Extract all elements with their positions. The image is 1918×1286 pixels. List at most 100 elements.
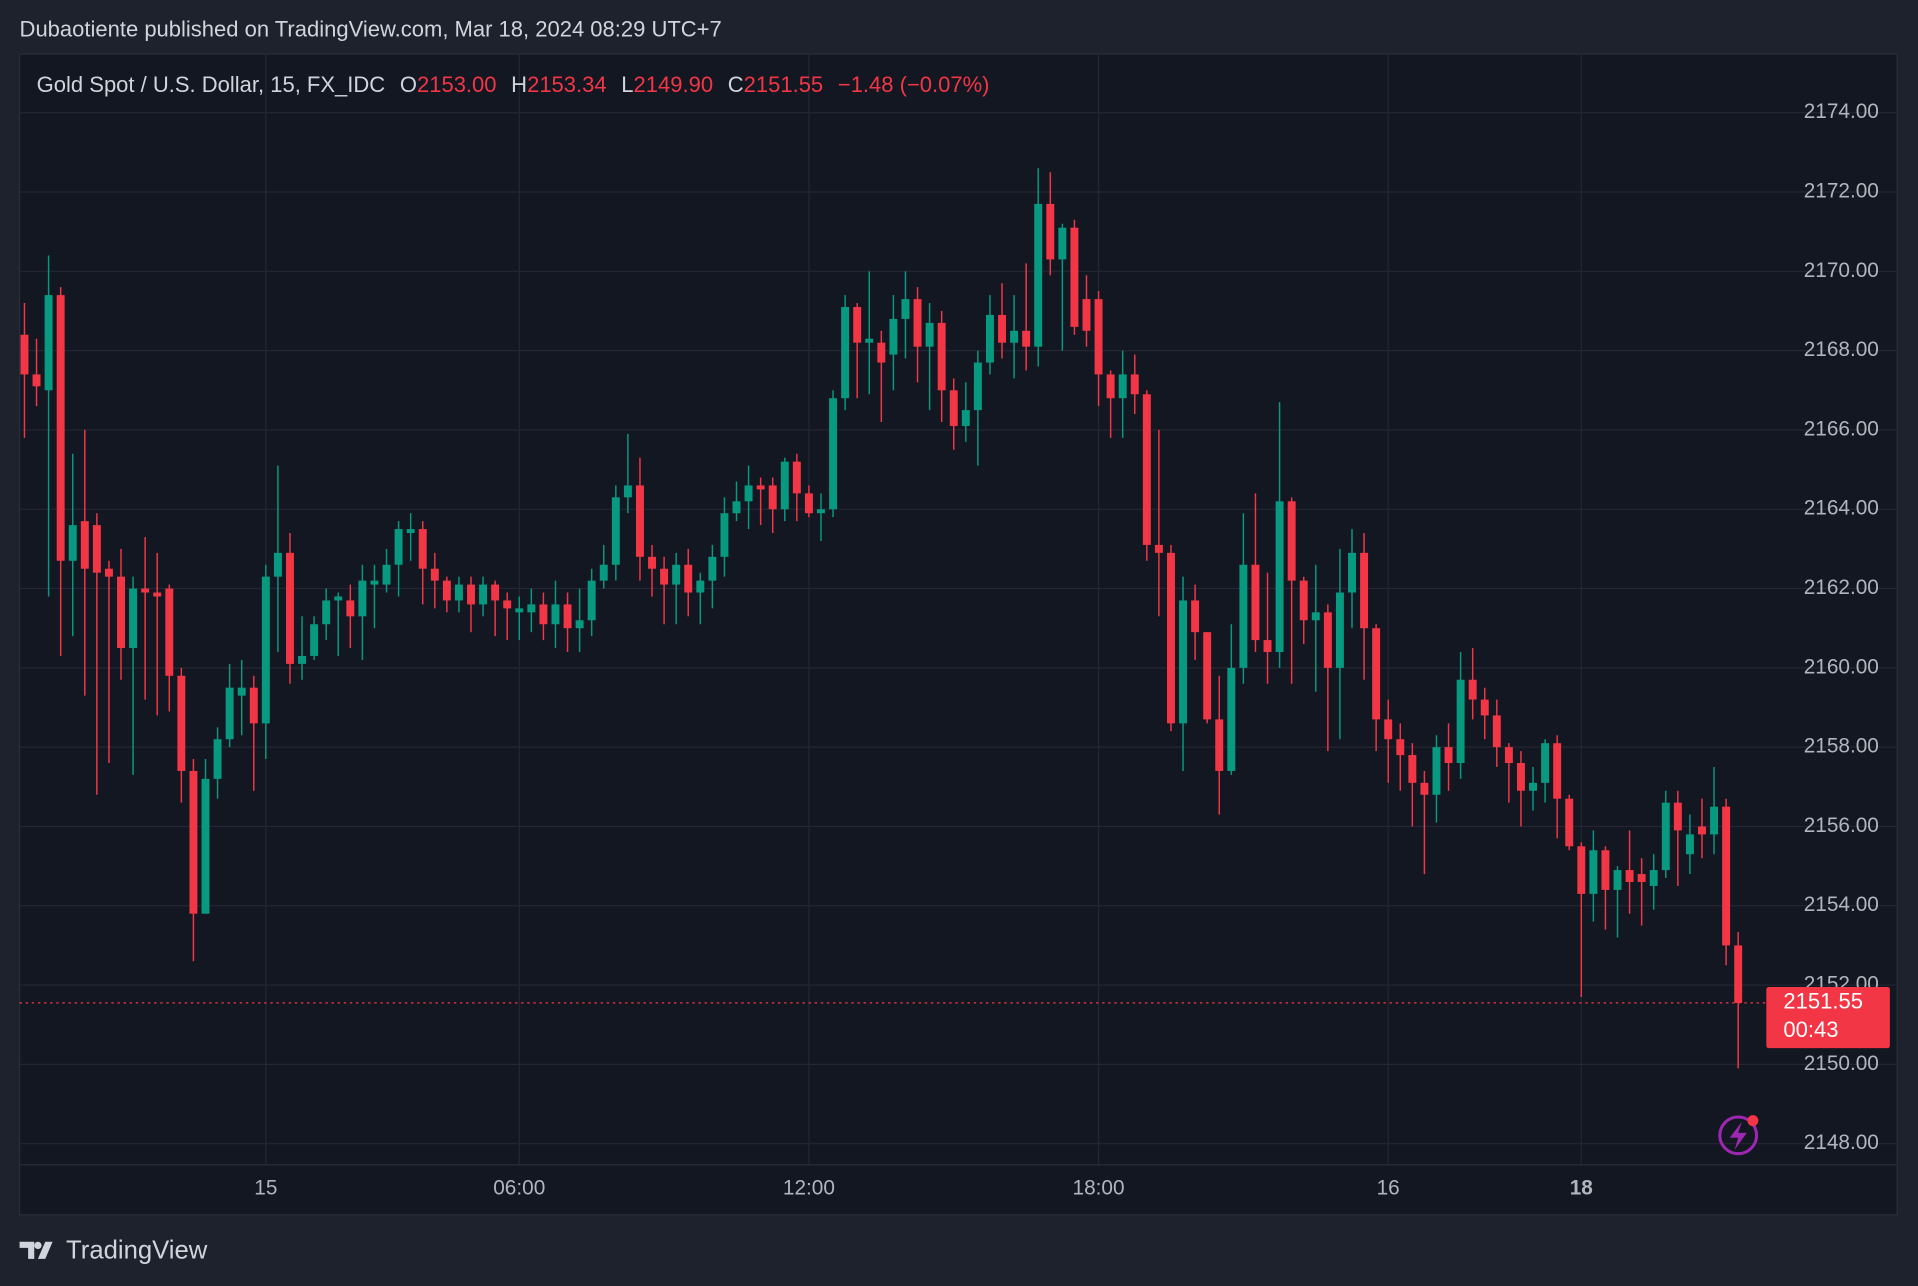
- candle-body: [225, 687, 234, 740]
- candle-body: [117, 576, 125, 649]
- candle-body: [129, 588, 138, 649]
- lightning-bolt[interactable]: [1729, 1121, 1747, 1151]
- y-tick-label: 2172.00: [1804, 179, 1879, 202]
- candle-body: [1613, 870, 1622, 890]
- candle-body: [80, 521, 89, 569]
- candle-body: [817, 509, 825, 514]
- candle-body: [1456, 679, 1465, 764]
- lightning-ring[interactable]: [1718, 1115, 1759, 1156]
- candle-body: [1070, 227, 1079, 327]
- candle-body: [20, 334, 29, 375]
- candle-body: [1287, 501, 1296, 581]
- candle-body: [1130, 374, 1139, 395]
- candle-body: [1191, 600, 1200, 633]
- y-tick-label: 2154.00: [1804, 893, 1879, 916]
- candle-body: [1323, 612, 1332, 668]
- chart-header: Gold Spot / U.S. Dollar, 15, FX_IDC O2153…: [37, 72, 990, 97]
- candle-body: [1432, 747, 1441, 795]
- candle-body: [1541, 743, 1550, 783]
- candle-body: [382, 564, 391, 585]
- candle-body: [1673, 802, 1682, 831]
- high-value: 2153.34: [527, 72, 607, 97]
- candle-body: [1227, 667, 1236, 771]
- candle-body: [756, 485, 765, 490]
- candle-body: [1034, 203, 1043, 347]
- candle-body: [370, 580, 379, 585]
- candle-body: [92, 525, 101, 573]
- candle-body: [1275, 501, 1284, 652]
- notification-dot[interactable]: [1747, 1115, 1759, 1127]
- symbol: Gold Spot / U.S. Dollar, 15, FX_IDC: [37, 72, 386, 97]
- candle-body: [623, 485, 632, 498]
- candle-body: [491, 584, 500, 601]
- y-tick-label: 2148.00: [1804, 1131, 1879, 1154]
- x-tick-label: 12:00: [783, 1177, 835, 1200]
- candle-body: [237, 687, 246, 696]
- candle-body: [1468, 679, 1477, 700]
- candle-body: [1311, 612, 1320, 621]
- close-value: 2151.55: [744, 72, 824, 97]
- candle-body: [925, 322, 934, 347]
- y-tick-label: 2168.00: [1804, 338, 1879, 361]
- candle-body: [1444, 747, 1453, 764]
- candle-body: [1529, 782, 1537, 791]
- candle-body: [1372, 628, 1381, 720]
- y-tick-label: 2156.00: [1804, 814, 1879, 837]
- candle-body: [865, 338, 874, 343]
- candle-body: [1058, 227, 1067, 260]
- price-axis: 2148.002150.002152.002154.002156.002158.…: [254, 100, 1890, 1200]
- chart-pane: [18, 53, 1898, 1216]
- candle-body: [213, 739, 222, 779]
- candle-body: [1504, 747, 1513, 764]
- candle-body: [804, 493, 813, 514]
- x-tick-label: 18: [1570, 1177, 1593, 1200]
- candle-body: [1299, 580, 1308, 621]
- candle-body: [1215, 719, 1224, 771]
- candle-body: [1263, 640, 1272, 652]
- candles: [19, 168, 1767, 1069]
- candle-body: [889, 318, 898, 355]
- candle-body: [527, 604, 536, 613]
- candle-body: [322, 600, 331, 625]
- candle-body: [165, 588, 174, 676]
- candle-body: [841, 307, 850, 399]
- candle-body: [1565, 798, 1574, 847]
- low-key: L: [621, 72, 633, 97]
- candle-body: [1698, 826, 1706, 835]
- candle-body: [672, 564, 681, 585]
- candle-body: [467, 584, 475, 605]
- candle-body: [1625, 870, 1634, 882]
- candle-body: [575, 620, 584, 629]
- candle-body: [1082, 299, 1091, 331]
- candle-body: [913, 299, 922, 347]
- x-tick-label: 16: [1377, 1177, 1400, 1200]
- candle-body: [611, 497, 620, 565]
- lightning-icon[interactable]: [1718, 1115, 1759, 1156]
- candle-body: [285, 552, 294, 664]
- candle-body: [768, 485, 777, 510]
- candle-body: [1553, 743, 1562, 799]
- candle-body: [1601, 850, 1610, 890]
- candle-body: [1722, 806, 1731, 946]
- y-tick-label: 2170.00: [1804, 259, 1879, 282]
- candle-body: [973, 362, 982, 411]
- candle-body: [780, 461, 789, 510]
- x-tick-label: 15: [254, 1177, 277, 1200]
- change-value: −1.48 (−0.07%): [838, 72, 990, 97]
- candle-body: [479, 584, 488, 605]
- candle-body: [515, 608, 524, 613]
- high-key: H: [511, 72, 527, 97]
- candle-body: [648, 556, 657, 569]
- candle-body: [587, 580, 596, 621]
- candle-body: [406, 529, 415, 534]
- price-tag: [1766, 987, 1890, 1049]
- candle-body: [720, 513, 729, 557]
- candle-body: [985, 314, 994, 363]
- candle-body: [334, 596, 343, 601]
- x-tick-label: 06:00: [493, 1177, 545, 1200]
- price-tag-value: 2151.55: [1783, 989, 1863, 1014]
- candle-body: [68, 525, 77, 561]
- candle-body: [539, 604, 548, 625]
- candle-body: [1154, 544, 1163, 553]
